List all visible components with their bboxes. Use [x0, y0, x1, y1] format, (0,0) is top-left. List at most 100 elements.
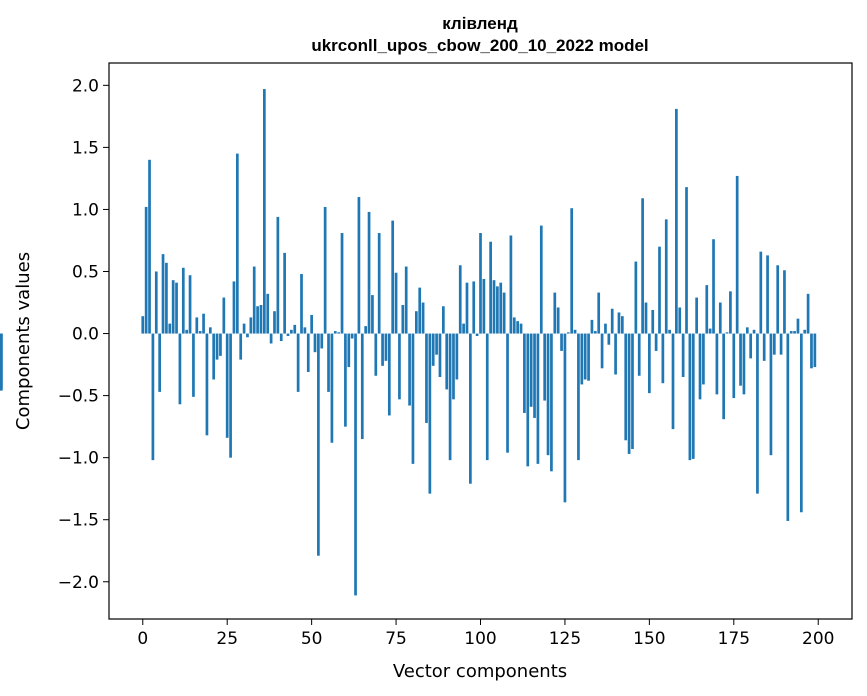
bar-129: [577, 333, 580, 461]
bar-174: [729, 291, 732, 334]
bar-6: [161, 254, 165, 334]
bar-13: [185, 329, 189, 334]
bar-2: [148, 159, 151, 334]
bar-0: [141, 316, 145, 334]
bar-94: [458, 265, 462, 334]
y-tick-label: 0.5: [72, 263, 99, 283]
bar-168: [708, 328, 712, 334]
bar-143: [624, 333, 628, 441]
bar-4: [154, 271, 158, 334]
bar-149: [644, 302, 648, 334]
bar-166: [702, 333, 705, 385]
bar-57: [333, 331, 337, 334]
bar-113: [523, 333, 526, 413]
bar-127: [570, 208, 574, 334]
bar-194: [796, 318, 800, 334]
bar-32: [249, 317, 253, 334]
bar-91: [448, 333, 452, 461]
bar-118: [539, 225, 543, 334]
bar-120: [546, 333, 550, 456]
bar-186: [769, 333, 773, 456]
bar-51: [313, 333, 317, 353]
bar-100: [479, 233, 482, 334]
bar-18: [202, 313, 205, 334]
bar-162: [688, 333, 692, 461]
x-tick-label: 175: [718, 629, 750, 649]
bar-3: [151, 333, 155, 461]
bar-34: [256, 306, 259, 334]
bar-182: [756, 333, 759, 494]
bar-106: [499, 282, 503, 334]
bar-8: [168, 323, 172, 334]
bar-25: [225, 333, 229, 438]
bar-63: [354, 333, 357, 596]
x-tick-label: 0: [137, 629, 148, 649]
bar-10: [175, 282, 178, 334]
y-axis-label: Components values: [13, 252, 34, 430]
bar-73: [387, 333, 391, 416]
bar-142: [620, 316, 624, 334]
bar-156: [668, 329, 671, 334]
bar-87: [435, 333, 438, 355]
y-tick-label: 2.0: [72, 76, 99, 96]
bar-137: [604, 323, 607, 334]
bar-39: [273, 311, 276, 334]
bar-45: [293, 324, 297, 334]
bar-92: [452, 333, 455, 400]
bar-15: [192, 333, 195, 397]
bar-43: [286, 333, 290, 337]
bar-115: [529, 333, 533, 407]
bar-191: [786, 333, 790, 521]
bar-14: [188, 275, 192, 334]
bar-102: [485, 333, 489, 461]
bar-76: [398, 333, 401, 400]
bar-78: [404, 266, 408, 334]
bar-99: [475, 333, 479, 337]
bar-197: [806, 293, 810, 334]
bar-107: [502, 292, 506, 334]
x-tick-label: 100: [464, 629, 496, 649]
bar-171: [718, 302, 722, 334]
bar-105: [496, 286, 499, 334]
bar-152: [654, 333, 658, 351]
bar-89: [442, 306, 445, 334]
bar-11: [178, 333, 182, 405]
bar-20: [208, 327, 212, 334]
bar-59: [340, 233, 344, 334]
bar-122: [553, 292, 557, 334]
bar-41: [279, 333, 283, 341]
bar-116: [533, 333, 536, 418]
bar-54: [323, 206, 327, 334]
x-axis-label: Vector components: [393, 661, 567, 682]
bar-58: [337, 332, 340, 334]
bar-86: [431, 333, 435, 366]
bar-153: [658, 246, 661, 334]
bar-173: [725, 332, 729, 334]
bar-22: [215, 333, 219, 360]
bar-42: [283, 252, 286, 334]
bar-109: [509, 235, 513, 334]
bar-74: [391, 220, 395, 334]
bar-134: [593, 331, 597, 334]
bar-195: [799, 333, 803, 513]
bar-131: [583, 333, 587, 380]
bar-147: [637, 333, 641, 376]
bar-97: [469, 333, 472, 484]
bar-160: [681, 333, 685, 377]
y-tick-label: −2.0: [58, 573, 99, 593]
chart-title: клівленд: [442, 14, 518, 33]
bar-48: [303, 327, 307, 334]
y-tick-label: −1.0: [58, 449, 99, 469]
bar-90: [445, 333, 449, 390]
bar-24: [222, 297, 226, 334]
bar-157: [671, 333, 675, 430]
bar-138: [607, 333, 611, 345]
chart-subtitle: ukrconll_upos_cbow_200_10_2022 model: [311, 36, 648, 55]
bar-187: [772, 333, 776, 355]
bar-196: [803, 329, 807, 334]
bar-61: [347, 333, 351, 368]
bar-135: [597, 292, 601, 334]
bar-17: [198, 331, 202, 334]
y-tick-label: 0.0: [72, 325, 99, 345]
